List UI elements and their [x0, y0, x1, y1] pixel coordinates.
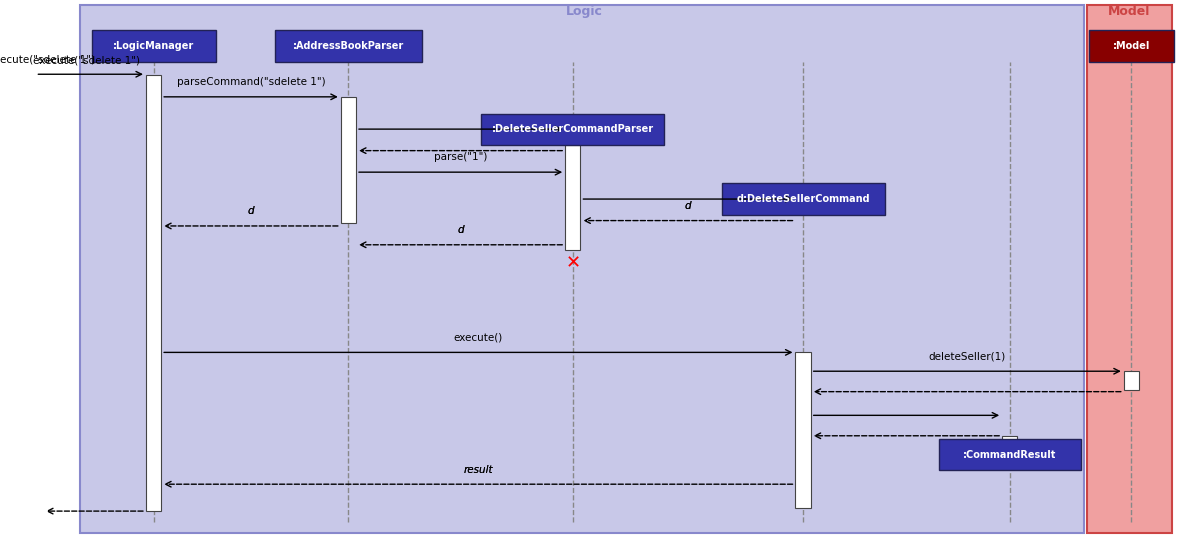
Text: d:DeleteSellerCommand: d:DeleteSellerCommand	[736, 194, 870, 204]
Text: d: d	[685, 201, 691, 211]
Text: d: d	[685, 201, 691, 211]
Text: execute("sdelete 1"): execute("sdelete 1")	[0, 54, 94, 65]
Text: :DeleteSellerCommandParser: :DeleteSellerCommandParser	[491, 124, 654, 134]
Text: result: result	[463, 464, 494, 475]
Text: d: d	[457, 225, 464, 235]
Bar	[1001, 436, 1018, 455]
Text: d: d	[248, 206, 254, 216]
Text: d: d	[457, 225, 464, 235]
Text: Logic: Logic	[566, 5, 603, 18]
Text: execute("sdelete 1"): execute("sdelete 1")	[33, 55, 141, 66]
Text: :Model: :Model	[1113, 41, 1150, 51]
Bar	[340, 97, 355, 223]
Bar	[146, 75, 161, 511]
Bar	[1089, 30, 1174, 62]
Text: ✕: ✕	[566, 254, 580, 273]
Bar	[92, 30, 215, 62]
Text: Model: Model	[1108, 5, 1150, 18]
Text: execute(): execute()	[454, 332, 503, 343]
Bar	[274, 30, 423, 62]
Text: d: d	[248, 206, 254, 216]
Text: deleteSeller(1): deleteSeller(1)	[928, 351, 1006, 362]
Bar	[939, 439, 1081, 470]
Bar	[796, 352, 811, 508]
Text: result: result	[463, 464, 494, 475]
Text: :LogicManager: :LogicManager	[113, 41, 194, 51]
Bar	[80, 5, 1084, 533]
Bar	[482, 114, 664, 145]
Text: :AddressBookParser: :AddressBookParser	[293, 41, 404, 51]
Bar	[1087, 5, 1172, 533]
Text: parseCommand("sdelete 1"): parseCommand("sdelete 1")	[177, 77, 325, 87]
Text: parse("1"): parse("1")	[433, 152, 488, 162]
Text: :CommandResult: :CommandResult	[963, 450, 1057, 459]
Bar	[565, 145, 581, 250]
Bar	[722, 183, 885, 215]
Bar	[1124, 371, 1140, 390]
